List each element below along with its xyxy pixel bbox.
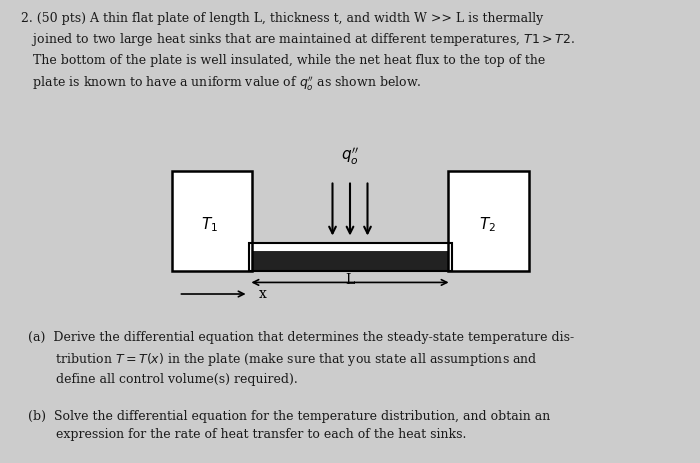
Bar	[248, 243, 452, 252]
Text: 2. (50 pts) A thin flat plate of length L, thickness t, and width W >> L is ther: 2. (50 pts) A thin flat plate of length …	[21, 12, 575, 92]
Bar	[448, 171, 528, 271]
Text: (a)  Derive the differential equation that determines the steady-state temperatu: (a) Derive the differential equation tha…	[28, 331, 574, 386]
Text: $T_1$: $T_1$	[202, 215, 218, 234]
Text: $q_o^{\prime\prime}$: $q_o^{\prime\prime}$	[341, 145, 359, 167]
Text: (b)  Solve the differential equation for the temperature distribution, and obtai: (b) Solve the differential equation for …	[28, 410, 550, 441]
Bar	[248, 252, 452, 271]
Bar	[172, 171, 252, 271]
Text: L: L	[345, 273, 355, 287]
Text: $T_2$: $T_2$	[480, 215, 496, 234]
Text: x: x	[259, 287, 267, 301]
Bar	[248, 243, 452, 271]
